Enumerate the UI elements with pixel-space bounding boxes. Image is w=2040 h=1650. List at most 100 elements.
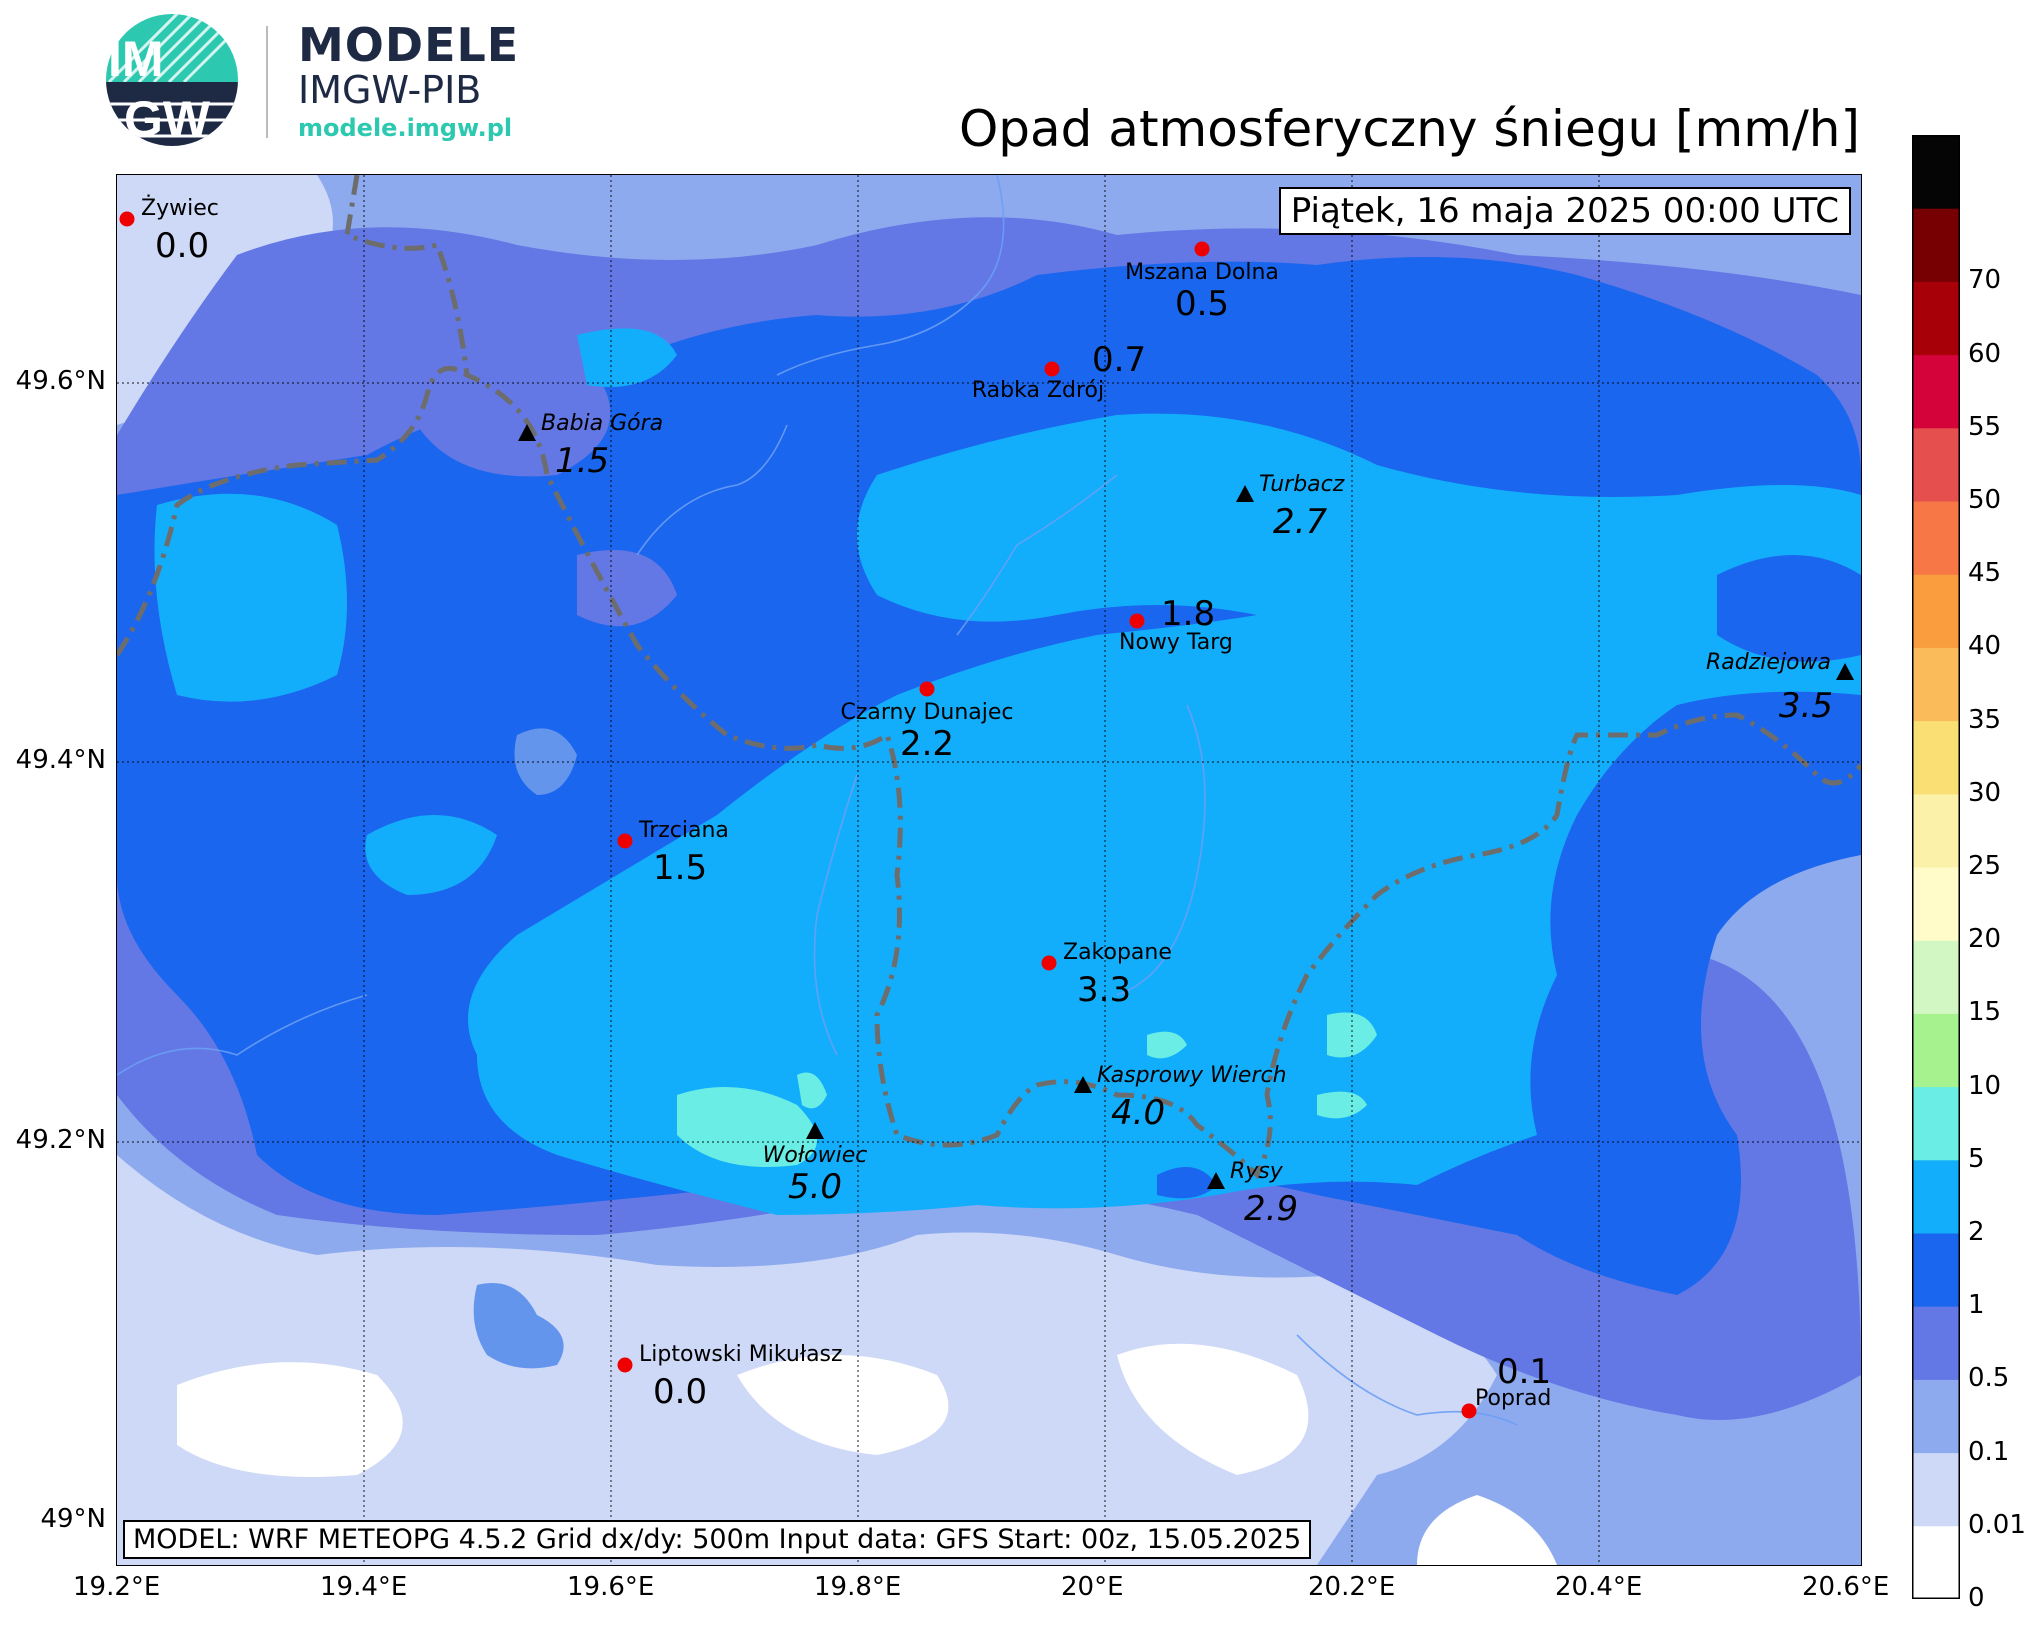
colorbar-segment — [1912, 427, 1960, 502]
station-value: 1.5 — [653, 848, 707, 888]
peak-triangle-icon — [1236, 485, 1254, 502]
station-name: Liptowski Mikułasz — [639, 1342, 843, 1367]
colorbar-level-label: 30 — [1968, 777, 2002, 808]
city-dot-icon — [1461, 1403, 1477, 1419]
precipitation-map: Żywiec 0.0 Mszana Dolna 0.5 Rabka Zdrój 0.7 Ba… — [116, 174, 1862, 1566]
station-name: Trzciana — [638, 818, 729, 843]
station-name: Nowy Targ — [1119, 630, 1233, 655]
colorbar-level-label: 0.1 — [1968, 1436, 2010, 1467]
city-dot-icon — [1041, 955, 1057, 971]
city-dot-icon — [617, 833, 633, 849]
station-name: Żywiec — [141, 195, 219, 221]
colorbar-level-label: 20 — [1968, 924, 2002, 955]
colorbar-segment — [1912, 647, 1960, 722]
colorbar-segment — [1912, 135, 1960, 209]
colorbar-segment — [1912, 574, 1960, 648]
x-tick-label: 19.2°E — [73, 1572, 161, 1602]
station-9: Zakopane 3.3 — [1041, 940, 1172, 1010]
station-value: 3.3 — [1077, 970, 1131, 1010]
logo-badge-top: IM — [108, 31, 164, 87]
x-tick-label: 19.6°E — [567, 1572, 655, 1602]
station-name: Turbacz — [1259, 472, 1345, 497]
colorbar-segment — [1912, 1379, 1960, 1454]
forecast-date: Piątek, 16 maja 2025 00:00 UTC — [1278, 187, 1851, 235]
colorbar-level-label: 15 — [1968, 997, 2002, 1028]
colorbar-level-label: 0.5 — [1968, 1363, 2010, 1394]
station-value: 2.2 — [900, 724, 954, 764]
colorbar-segment — [1912, 867, 1960, 941]
station-name: Rabka Zdrój — [972, 378, 1104, 403]
colorbar-level-label: 0 — [1968, 1583, 1985, 1613]
colorbar-segment — [1912, 354, 1960, 429]
colorbar-level-label: 55 — [1968, 411, 2002, 442]
station-value: 2.9 — [1244, 1189, 1298, 1229]
city-dot-icon — [119, 211, 135, 227]
peak-triangle-icon — [1074, 1076, 1092, 1093]
peak-triangle-icon — [1836, 663, 1854, 680]
colorbar-level-label: 1 — [1968, 1290, 1985, 1321]
colorbar — [1912, 135, 1960, 1599]
station-name: Zakopane — [1063, 940, 1172, 965]
station-3: Babia Góra 1.5 — [518, 411, 663, 481]
x-tick-label: 19.4°E — [320, 1572, 408, 1602]
y-tick-label: 49°N — [40, 1504, 106, 1534]
x-tick-label: 20.4°E — [1555, 1572, 1643, 1602]
station-value: 2.7 — [1273, 502, 1327, 542]
colorbar-segment — [1912, 1233, 1960, 1307]
station-value: 0.5 — [1175, 284, 1229, 324]
logo-title: MODELE — [298, 18, 520, 72]
colorbar-level-label: 60 — [1968, 338, 2002, 369]
colorbar-level-label: 2 — [1968, 1217, 1985, 1247]
colorbar-level-label: 0.01 — [1968, 1509, 2026, 1540]
station-name: Babia Góra — [541, 411, 663, 436]
station-12: Rysy 2.9 — [1207, 1159, 1298, 1229]
station-name: Radziejowa — [1706, 650, 1831, 675]
model-info: MODEL: WRF METEOPG 4.5.2 Grid dx/dy: 500… — [123, 1520, 1312, 1559]
station-value: 1.8 — [1161, 594, 1215, 634]
logo-url[interactable]: modele.imgw.pl — [298, 114, 513, 142]
station-name: Wołowiec — [763, 1143, 868, 1168]
colorbar-segment — [1912, 501, 1960, 575]
station-value: 0.7 — [1092, 340, 1146, 380]
station-value: 3.5 — [1779, 686, 1833, 726]
logo-divider — [266, 26, 268, 138]
colorbar-segment — [1912, 1086, 1960, 1161]
map-title: Opad atmosferyczny śniegu [mm/h] — [958, 100, 1860, 158]
colorbar-segment — [1912, 208, 1960, 282]
y-tick-label: 49.2°N — [15, 1125, 106, 1155]
city-dot-icon — [1044, 361, 1060, 377]
station-4: Turbacz 2.7 — [1236, 472, 1345, 542]
station-7: Radziejowa 3.5 — [1706, 650, 1854, 726]
colorbar-level-label: 45 — [1968, 558, 2002, 589]
station-name: Poprad — [1475, 1386, 1551, 1411]
station-10: Kasprowy Wierch 4.0 — [1074, 1063, 1287, 1133]
colorbar-level-label: 50 — [1968, 485, 2002, 515]
station-13: Liptowski Mikułasz 0.0 — [617, 1342, 843, 1412]
x-tick-label: 19.8°E — [814, 1572, 902, 1602]
imgw-badge-icon: IM GW — [106, 14, 238, 147]
colorbar-segment — [1912, 793, 1960, 868]
colorbar-segment — [1912, 1306, 1960, 1380]
station-8: Trzciana 1.5 — [617, 818, 729, 888]
station-name: Mszana Dolna — [1125, 260, 1279, 285]
colorbar-segment — [1912, 1013, 1960, 1088]
imgw-logo: IM GW MODELE IMGW-PIB modele.imgw.pl — [104, 12, 524, 150]
station-value: 4.0 — [1111, 1093, 1165, 1133]
y-tick-label: 49.6°N — [15, 366, 106, 396]
colorbar-segment — [1912, 940, 1960, 1014]
colorbar-level-label: 10 — [1968, 1070, 2002, 1101]
station-name: Kasprowy Wierch — [1097, 1063, 1287, 1088]
city-dot-icon — [617, 1357, 633, 1373]
station-name: Czarny Dunajec — [840, 700, 1013, 725]
colorbar-level-label: 5 — [1968, 1143, 1985, 1174]
city-dot-icon — [1129, 613, 1145, 629]
station-value: 0.1 — [1497, 1352, 1551, 1392]
station-value: 0.0 — [653, 1372, 707, 1412]
x-tick-label: 20.6°E — [1802, 1572, 1890, 1602]
